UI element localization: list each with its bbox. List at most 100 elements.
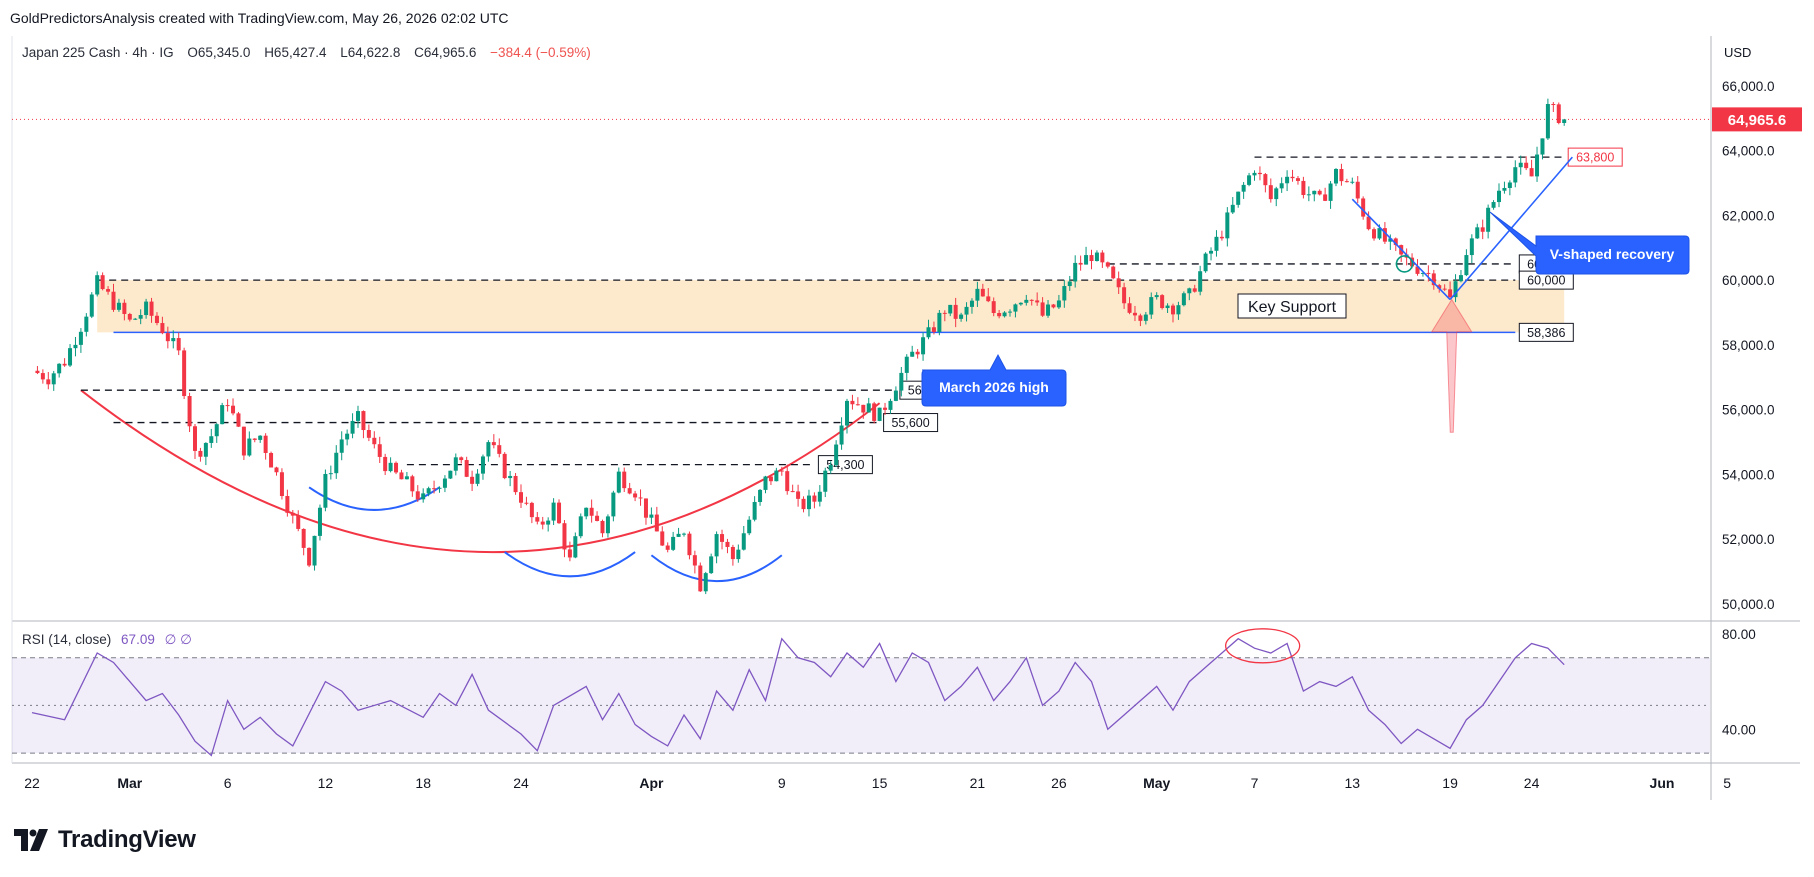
candle-body: [388, 462, 393, 472]
candle-body: [421, 493, 426, 500]
level-label-box-55600: [883, 413, 939, 433]
candle-body: [872, 403, 877, 421]
candle-body: [725, 541, 730, 547]
candle-body: [633, 493, 638, 498]
candle-body: [285, 496, 290, 513]
rsi-label[interactable]: RSI (14, close): [22, 632, 112, 647]
candle-body: [627, 488, 632, 494]
rsi-tick-label: 40.00: [1722, 722, 1756, 737]
ohlc-open: O65,345.0: [187, 45, 251, 60]
candle-body: [1361, 198, 1366, 217]
candle-body: [51, 373, 56, 385]
candle-body: [1562, 119, 1567, 123]
time-tick-label: 18: [415, 775, 431, 791]
candle-body: [529, 502, 534, 518]
time-tick-label: Jun: [1650, 775, 1675, 791]
candle-body: [252, 438, 257, 440]
march-high-callout: [921, 353, 1067, 407]
candle-body: [502, 453, 507, 479]
candle-body: [301, 528, 306, 548]
symbol-legend: Japan 225 Cash · 4h · IG O65,345.0 H65,4…: [22, 45, 601, 60]
candle-body: [720, 534, 725, 542]
candle-body: [1111, 266, 1116, 279]
candle-body: [997, 313, 1002, 317]
recovery-arrow: [1430, 298, 1473, 433]
candle-body: [84, 316, 89, 332]
candle-body: [638, 497, 643, 499]
candle-body: [366, 430, 371, 438]
candle-body: [312, 535, 317, 566]
candle-body: [551, 502, 556, 521]
candle-body: [730, 546, 735, 560]
candle-body: [665, 545, 670, 550]
candle-body: [692, 555, 697, 566]
candle-body: [1350, 181, 1355, 183]
candle-body: [508, 475, 513, 479]
candle-body: [122, 302, 127, 314]
candle-body: [1160, 295, 1165, 309]
last-price-tag: [1712, 107, 1802, 132]
candle-body: [1344, 181, 1349, 183]
candle-body: [470, 476, 475, 484]
candle-body: [1431, 273, 1436, 286]
time-tick-label: 24: [1524, 775, 1540, 791]
cup-arc-3: [650, 554, 783, 583]
candle-body: [1339, 168, 1344, 182]
candle-body: [442, 478, 447, 488]
candle-body: [1040, 302, 1045, 316]
candle-body: [969, 300, 974, 307]
candle-body: [899, 372, 904, 391]
candle-body: [1127, 303, 1132, 313]
cup-arc-2: [504, 551, 636, 578]
candle-body: [1480, 227, 1485, 232]
candle-body: [138, 315, 143, 319]
candle-body: [671, 536, 676, 550]
candle-body: [605, 516, 610, 534]
candle-body: [1535, 154, 1540, 177]
candle-body: [796, 491, 801, 499]
price-tick-label: 60,000.0: [1722, 273, 1775, 288]
level-label-58386: 58,386: [1527, 326, 1565, 340]
candle-body: [1203, 253, 1208, 272]
candle-body: [1056, 300, 1061, 308]
candle-body: [752, 501, 757, 520]
candle-body: [1100, 252, 1105, 263]
tradingview-logo: TradingView: [14, 826, 196, 854]
price-change: −384.4 (−0.59%): [490, 45, 591, 60]
candle-body: [768, 476, 773, 482]
candle-body: [1024, 299, 1029, 303]
currency-label[interactable]: USD: [1724, 45, 1752, 60]
rsi-divergence-ellipse: [1225, 628, 1301, 664]
candle-body: [356, 411, 360, 421]
candle-body: [225, 405, 230, 407]
price-tick-label: 62,000.0: [1722, 208, 1775, 223]
candle-body: [1143, 314, 1148, 321]
candle-body: [861, 404, 866, 413]
candle-body: [975, 288, 980, 301]
candle-body: [1334, 168, 1338, 184]
candle-body: [1540, 138, 1545, 155]
time-tick-label: 21: [970, 775, 986, 791]
candle-body: [839, 425, 844, 445]
candle-body: [165, 333, 170, 342]
candle-body: [513, 475, 518, 493]
candle-body: [1301, 180, 1306, 195]
candle-body: [850, 400, 855, 405]
candle-body: [127, 313, 132, 320]
candle-body: [948, 304, 953, 314]
symbol-name[interactable]: Japan 225 Cash · 4h · IG: [22, 45, 174, 60]
time-tick-label: 9: [778, 775, 786, 791]
candle-body: [823, 470, 828, 492]
rounding-bottom-arc: [80, 389, 881, 554]
candle-body: [540, 521, 545, 525]
candle-body: [1491, 202, 1496, 208]
candle-body: [209, 436, 214, 443]
candle-body: [1154, 295, 1159, 298]
candle-body: [480, 456, 485, 474]
candle-body: [95, 275, 100, 295]
candle-body: [35, 370, 40, 374]
candle-body: [910, 351, 915, 357]
time-tick-label: Mar: [117, 775, 142, 791]
candle-body: [1029, 299, 1034, 301]
